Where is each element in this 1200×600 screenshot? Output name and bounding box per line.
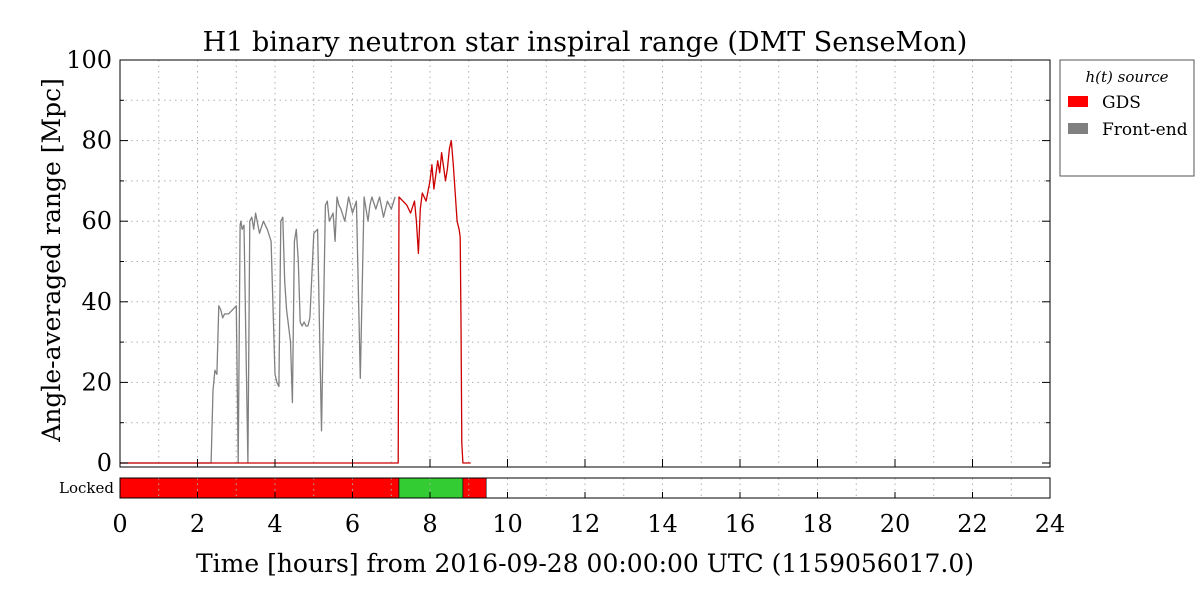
x-tick-label: 24 [1035, 510, 1066, 538]
y-axis-ticks: 0 20 40 60 80 100 [66, 46, 1050, 477]
legend-box [1059, 59, 1195, 177]
x-tick-label: 16 [725, 510, 756, 538]
x-tick-label: 4 [267, 510, 282, 538]
x-tick-label: 22 [957, 510, 988, 538]
x-tick-label: 12 [570, 510, 601, 538]
y-tick-label: 60 [81, 207, 112, 235]
y-tick-label: 100 [66, 46, 112, 74]
series-line-gds [120, 139, 471, 464]
main-plot: 0 20 40 60 80 100 [66, 46, 1051, 477]
x-tick-label: 2 [190, 510, 205, 538]
y-tick-label: 0 [97, 449, 112, 477]
x-tick-label: 10 [492, 510, 523, 538]
legend-title: h(t) source [1086, 68, 1169, 86]
legend-swatch-front-end [1068, 123, 1088, 134]
y-tick-label: 20 [81, 368, 112, 396]
segment-strip: Locked [59, 477, 1051, 499]
x-tick-label: 18 [802, 510, 833, 538]
segment-bar-1 [398, 477, 464, 499]
x-tick-label: 0 [112, 510, 127, 538]
y-axis-label: Angle-averaged range [Mpc] [37, 78, 66, 443]
x-axis-label: Time [hours] from 2016-09-28 00:00:00 UT… [196, 549, 974, 578]
segment-bar-2 [462, 477, 487, 499]
segment-label-locked: Locked [59, 479, 114, 497]
x-tick-label: 14 [647, 510, 678, 538]
y-tick-label: 40 [81, 288, 112, 316]
legend-swatch-gds [1068, 96, 1088, 107]
legend: h(t) source GDS Front-end [1059, 59, 1195, 177]
series-lines [120, 139, 471, 464]
segment-bar-0 [119, 477, 400, 499]
legend-label-front-end: Front-end [1102, 120, 1188, 140]
segment-bars [119, 477, 487, 499]
y-tick-label: 80 [81, 127, 112, 155]
grid-lines [120, 60, 1050, 467]
series-line-front-end [120, 196, 396, 464]
chart-title: H1 binary neutron star inspiral range (D… [203, 27, 968, 58]
x-tick-label: 6 [345, 510, 360, 538]
x-tick-label: 8 [422, 510, 437, 538]
x-axis-ticks: 0 2 4 6 8 10 12 14 16 18 20 22 24 [112, 459, 1065, 538]
legend-label-gds: GDS [1102, 93, 1141, 113]
x-tick-label: 20 [880, 510, 911, 538]
